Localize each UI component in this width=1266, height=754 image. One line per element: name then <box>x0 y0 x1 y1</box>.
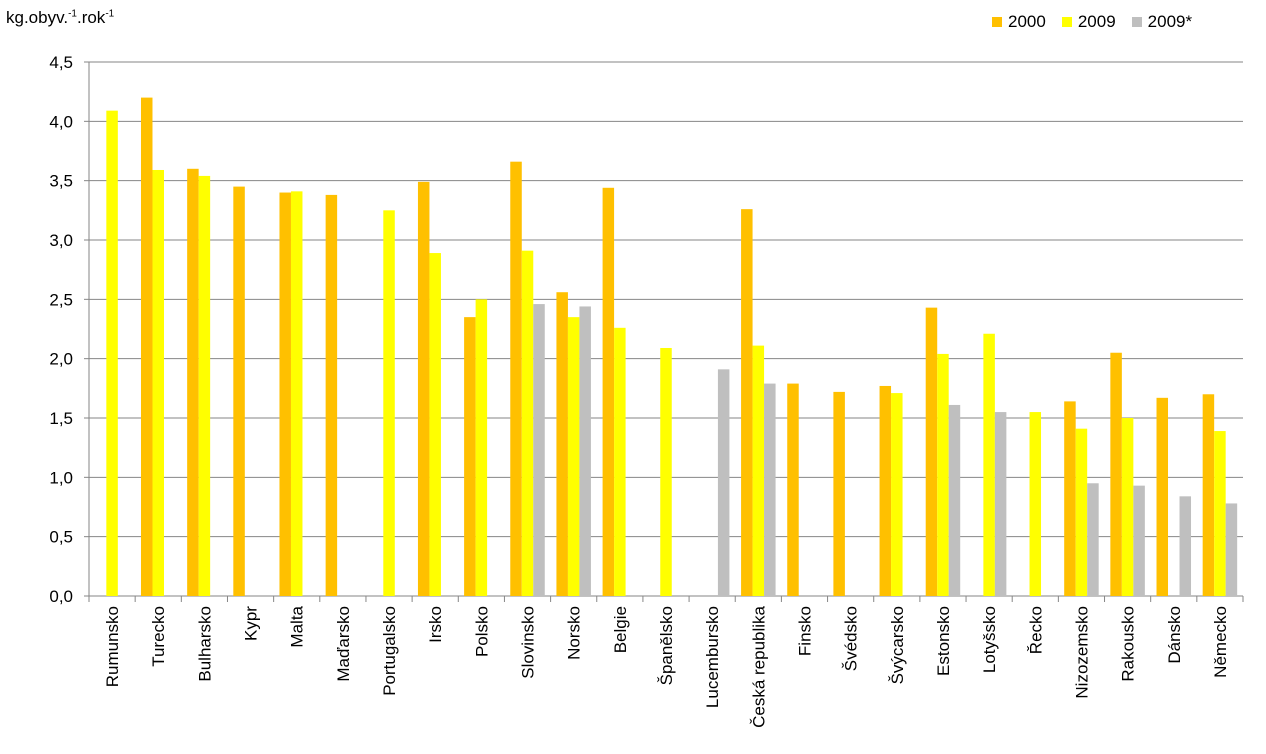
bar-2000 <box>325 194 338 596</box>
bar-2009 <box>429 253 441 596</box>
bar-2009-star <box>1133 485 1145 596</box>
bar-2009-star <box>579 306 591 596</box>
bar-2000 <box>602 187 615 596</box>
bar-2000 <box>833 391 845 596</box>
bar-2009 <box>983 333 995 596</box>
bar-2009 <box>660 347 672 596</box>
bar-2009 <box>1121 418 1134 596</box>
bar-2000 <box>925 307 938 596</box>
bar-2009 <box>752 345 765 596</box>
bar-2009 <box>937 353 949 596</box>
x-tick-label: Česká republika <box>749 605 768 727</box>
x-tick-label: Španělsko <box>657 606 676 685</box>
bar-2009-star <box>533 304 545 596</box>
bar-2009 <box>1214 431 1226 596</box>
x-tick-label: Malta <box>288 605 307 647</box>
x-tick-label: Turecko <box>149 606 168 667</box>
y-axis-title: kg.obyv.-1.rok-1 <box>6 8 115 27</box>
legend-swatch-2009-star <box>1131 17 1142 27</box>
y-tick-label: 2,0 <box>49 350 73 369</box>
x-tick-label: Belgie <box>611 606 630 653</box>
x-tick-label: Švédsko <box>842 606 861 671</box>
bar-2009-star <box>948 404 961 596</box>
x-tick-label: Polsko <box>472 606 491 657</box>
x-tick-label: Finsko <box>795 606 814 656</box>
bar-2000 <box>140 97 153 596</box>
x-tick-label: Lucembursko <box>703 606 722 708</box>
bar-2009 <box>106 110 118 597</box>
bar-2009 <box>1075 428 1088 596</box>
y-tick-label: 4,5 <box>49 53 73 72</box>
x-tick-label: Portugalsko <box>380 606 399 696</box>
x-tick-label: Německo <box>1211 606 1230 678</box>
bar-2009 <box>614 327 626 596</box>
legend-item-2009-star: 2009* <box>1131 12 1193 32</box>
legend: 2000 2009 2009* <box>992 12 1208 32</box>
y-tick-label: 3,5 <box>49 172 73 191</box>
bar-2000 <box>510 161 522 596</box>
bar-2000 <box>1064 401 1076 596</box>
x-tick-label: Norsko <box>565 606 584 660</box>
bar-2000 <box>1202 394 1215 596</box>
x-tick-label: Estonsko <box>934 606 953 676</box>
legend-label-2000: 2000 <box>1008 12 1046 31</box>
bar-2009-star <box>764 383 776 596</box>
y-tick-label: 1,5 <box>49 409 73 428</box>
bar-2000 <box>417 181 430 596</box>
bar-2000 <box>787 383 799 596</box>
x-tick-label: Bulharsko <box>195 606 214 682</box>
x-tick-label: Slovinsko <box>519 606 538 679</box>
bar-2009-star <box>1087 483 1099 596</box>
bar-2000 <box>233 186 245 596</box>
bar-2009 <box>383 210 395 597</box>
bar-2000 <box>556 292 568 596</box>
y-tick-label: 0,0 <box>49 587 73 606</box>
legend-item-2009: 2009 <box>1061 12 1116 32</box>
x-tick-label: Lotyšsko <box>980 606 999 673</box>
x-tick-label: Maďarsko <box>334 606 353 682</box>
bar-2000 <box>279 192 291 597</box>
y-tick-label: 0,5 <box>49 528 73 547</box>
x-tick-label: Dánsko <box>1165 606 1184 664</box>
bar-2000 <box>879 385 892 596</box>
bar-2000 <box>187 168 199 597</box>
legend-label-2009: 2009 <box>1077 12 1116 31</box>
legend-label-2009-star: 2009* <box>1147 12 1193 31</box>
bar-2000 <box>464 317 476 596</box>
x-tick-label: Irsko <box>426 606 445 643</box>
bar-2000 <box>1156 397 1169 596</box>
bar-2009 <box>891 393 903 596</box>
bar-2000 <box>1110 352 1122 596</box>
x-tick-label: Řecko <box>1026 606 1045 654</box>
x-tick-label: Nizozemsko <box>1072 606 1091 699</box>
x-tick-label: Kypr <box>242 606 261 641</box>
bar-2009 <box>521 250 534 596</box>
bar-2009 <box>152 169 164 596</box>
bar-2009 <box>198 175 211 597</box>
bar-2009 <box>475 299 488 596</box>
y-tick-label: 4,0 <box>49 112 73 131</box>
legend-item-2000: 2000 <box>992 12 1046 32</box>
x-tick-label: Rumunsko <box>103 606 122 687</box>
legend-swatch-2009 <box>1061 17 1072 27</box>
bar-2009 <box>567 317 580 596</box>
bar-2009 <box>1029 412 1042 596</box>
bar-2009-star <box>1225 503 1238 596</box>
y-tick-label: 1,0 <box>49 468 73 487</box>
bar-2009 <box>290 191 303 596</box>
y-tick-label: 2,5 <box>49 290 73 309</box>
x-tick-label: Rakousko <box>1119 606 1138 682</box>
bar-2009-star <box>1179 496 1192 596</box>
bar-2009-star <box>717 369 730 596</box>
bar-2009-star <box>994 412 1007 596</box>
y-tick-label: 3,0 <box>49 231 73 250</box>
bar-2000 <box>741 209 753 596</box>
x-tick-label: Švýcarsko <box>888 606 907 684</box>
legend-swatch-2000 <box>992 17 1002 27</box>
